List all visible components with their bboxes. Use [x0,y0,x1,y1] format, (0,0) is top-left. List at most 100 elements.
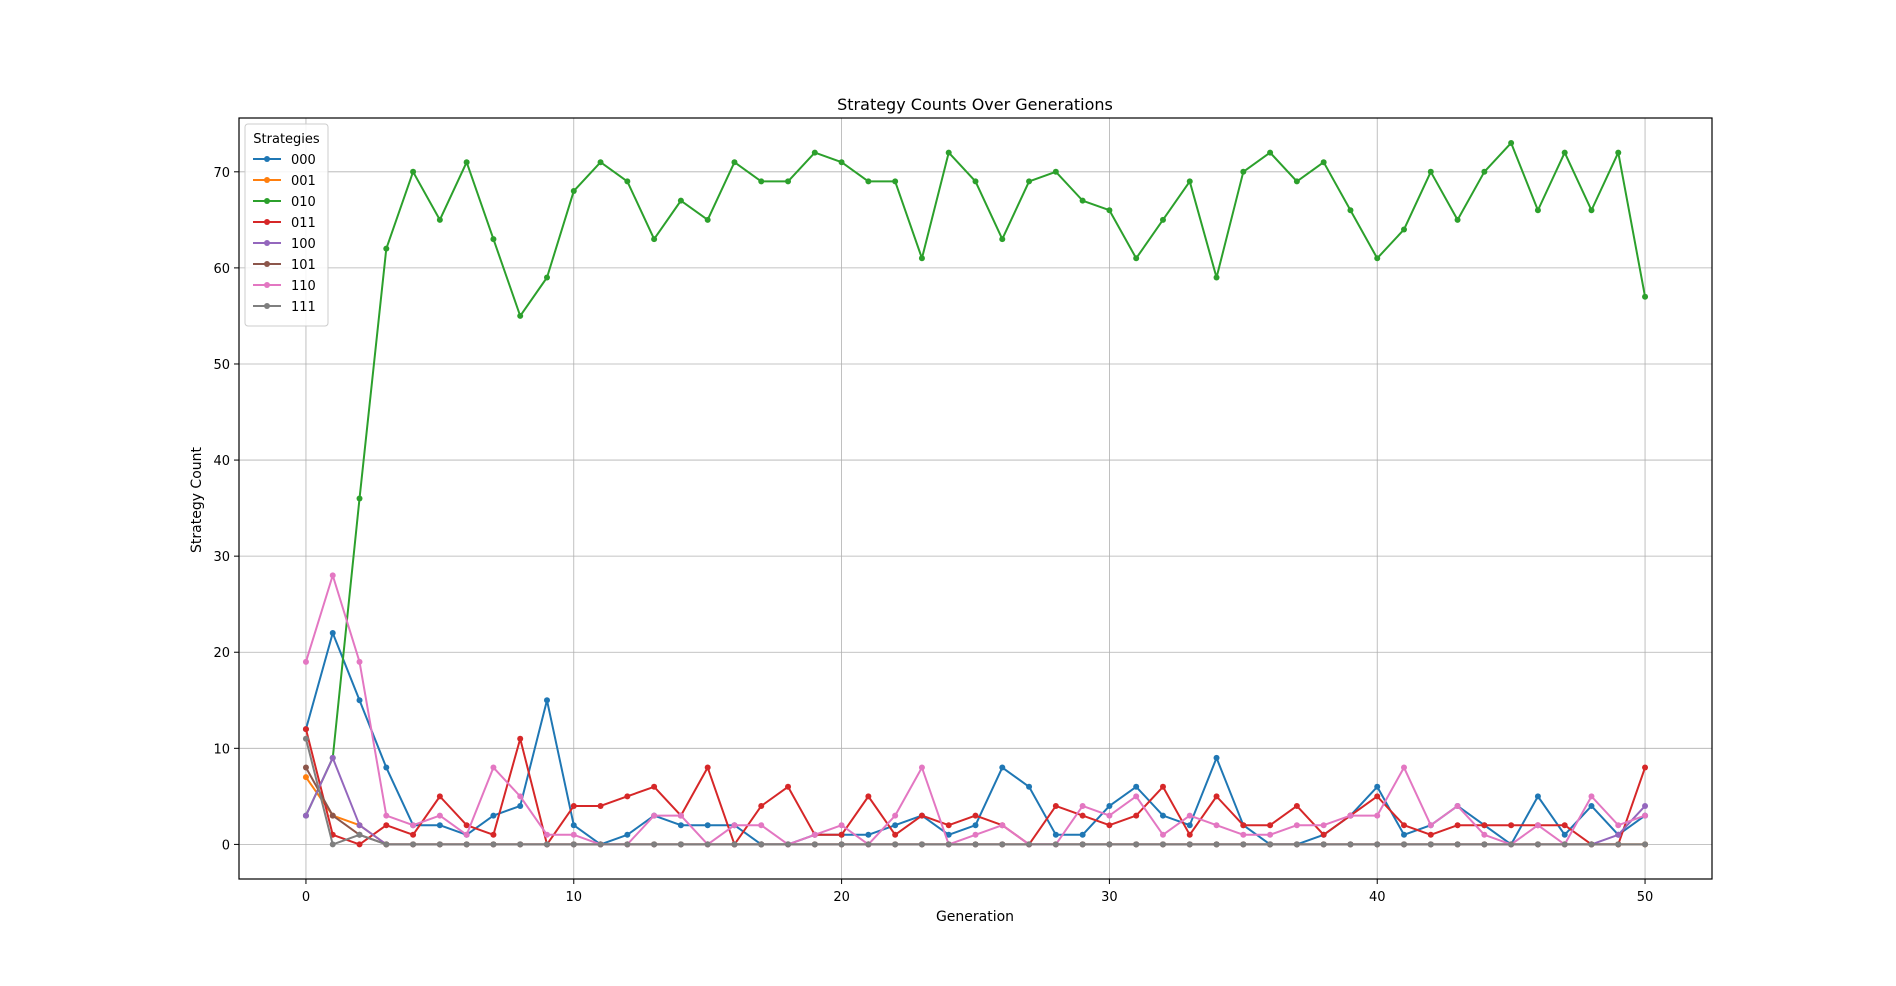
data-point [1320,831,1327,838]
data-point [356,822,363,829]
legend-swatch-marker [264,282,270,288]
data-point [624,178,631,185]
data-point [785,841,792,848]
data-point [1642,841,1649,848]
data-point [677,822,684,829]
data-point [1561,149,1568,156]
data-point [1133,841,1140,848]
data-point [865,831,872,838]
data-point [1561,841,1568,848]
data-point [1561,822,1568,829]
y-axis-label: Strategy Count [189,446,205,553]
data-point [356,658,363,665]
x-tick-label: 40 [1369,890,1386,905]
series-line-010 [305,141,1647,817]
data-point [1642,802,1649,809]
data-point [1079,831,1086,838]
legend-swatch-marker [264,219,270,225]
legend-item: 111 [253,300,316,315]
y-tick-label: 30 [213,550,230,565]
data-point [517,312,524,319]
series-layer [302,139,1649,848]
data-point [490,764,497,771]
data-point [302,658,309,665]
data-point [329,630,336,637]
data-point [1052,802,1059,809]
data-point [918,812,925,819]
data-point [1186,841,1193,848]
x-tick-label: 0 [302,890,310,905]
data-point [1213,793,1220,800]
series-010 [302,139,1649,819]
data-point [972,812,979,819]
data-point [570,841,577,848]
legend-item: 000 [253,153,316,168]
data-point [436,216,443,223]
series-011 [302,726,1649,848]
data-point [945,149,952,156]
data-point [410,831,417,838]
data-point [1213,841,1220,848]
data-point [1401,226,1408,233]
data-point [1347,207,1354,214]
grid-layer [239,118,1712,879]
data-point [302,812,309,819]
data-point [945,822,952,829]
data-point [945,831,952,838]
data-point [490,841,497,848]
data-point [463,159,470,166]
legend-label: 101 [291,258,316,273]
data-point [1240,831,1247,838]
y-tick-label: 0 [222,838,230,853]
legend-swatch-marker [264,177,270,183]
data-point [1240,841,1247,848]
data-point [1052,831,1059,838]
data-point [1508,822,1515,829]
data-point [356,495,363,502]
legend-item: 101 [253,258,316,273]
data-point [758,802,765,809]
data-point [1508,841,1515,848]
data-point [436,812,443,819]
data-point [570,831,577,838]
data-point [490,831,497,838]
data-point [1079,841,1086,848]
x-tick-label: 10 [565,890,582,905]
y-tick-label: 50 [213,358,230,373]
data-point [570,188,577,195]
data-point [1106,802,1113,809]
data-point [436,793,443,800]
data-point [1213,822,1220,829]
series-line-100 [305,756,1646,846]
legend-box [244,123,329,327]
data-point [1615,149,1622,156]
data-point [1213,274,1220,281]
data-point [1052,168,1059,175]
x-tick-label: 50 [1637,890,1654,905]
data-point [356,697,363,704]
legend-label: 001 [291,174,316,189]
legend: Strategies 000 001 010 011 100 101 110 111 [244,123,329,327]
data-point [543,274,550,281]
data-point [1374,793,1381,800]
data-point [945,841,952,848]
data-point [1427,831,1434,838]
data-point [517,793,524,800]
data-point [543,841,550,848]
data-point [758,178,765,185]
legend-label: 100 [291,237,316,252]
data-point [1347,841,1354,848]
x-tick-label: 20 [833,890,850,905]
data-point [1534,793,1541,800]
data-point [1374,783,1381,790]
data-point [892,812,899,819]
data-point [972,841,979,848]
data-point [1026,178,1033,185]
data-point [1642,812,1649,819]
data-point [329,572,336,579]
y-tick-label: 70 [213,166,230,181]
data-point [1293,802,1300,809]
data-point [1240,822,1247,829]
x-axis-label: Generation [936,909,1014,925]
